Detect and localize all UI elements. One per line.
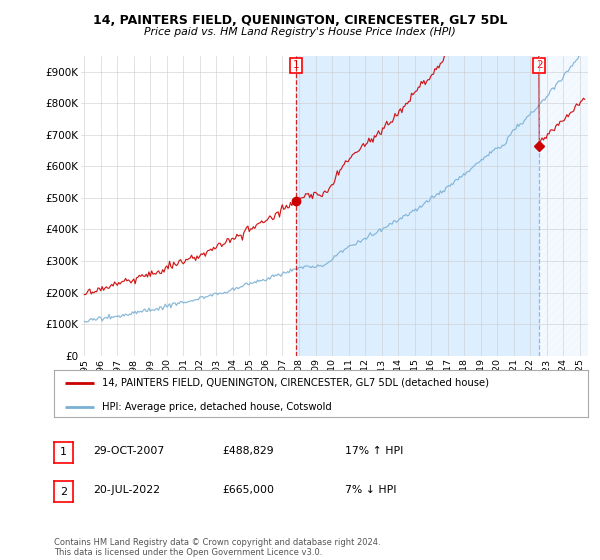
- Text: Contains HM Land Registry data © Crown copyright and database right 2024.
This d: Contains HM Land Registry data © Crown c…: [54, 538, 380, 557]
- Text: 2: 2: [536, 60, 542, 71]
- Bar: [539, 56, 588, 356]
- Text: 1: 1: [293, 60, 299, 71]
- Text: 7% ↓ HPI: 7% ↓ HPI: [345, 485, 397, 495]
- Text: £488,829: £488,829: [222, 446, 274, 456]
- Text: HPI: Average price, detached house, Cotswold: HPI: Average price, detached house, Cots…: [102, 402, 332, 412]
- Text: 20-JUL-2022: 20-JUL-2022: [93, 485, 160, 495]
- Text: 1: 1: [60, 447, 67, 458]
- Bar: [539, 56, 588, 356]
- Text: 14, PAINTERS FIELD, QUENINGTON, CIRENCESTER, GL7 5DL (detached house): 14, PAINTERS FIELD, QUENINGTON, CIRENCES…: [102, 378, 489, 388]
- Text: 14, PAINTERS FIELD, QUENINGTON, CIRENCESTER, GL7 5DL: 14, PAINTERS FIELD, QUENINGTON, CIRENCES…: [93, 14, 507, 27]
- Text: 17% ↑ HPI: 17% ↑ HPI: [345, 446, 403, 456]
- Text: Price paid vs. HM Land Registry's House Price Index (HPI): Price paid vs. HM Land Registry's House …: [144, 27, 456, 37]
- Text: 29-OCT-2007: 29-OCT-2007: [93, 446, 164, 456]
- Text: 2: 2: [60, 487, 67, 497]
- Text: £665,000: £665,000: [222, 485, 274, 495]
- Bar: [296, 56, 539, 356]
